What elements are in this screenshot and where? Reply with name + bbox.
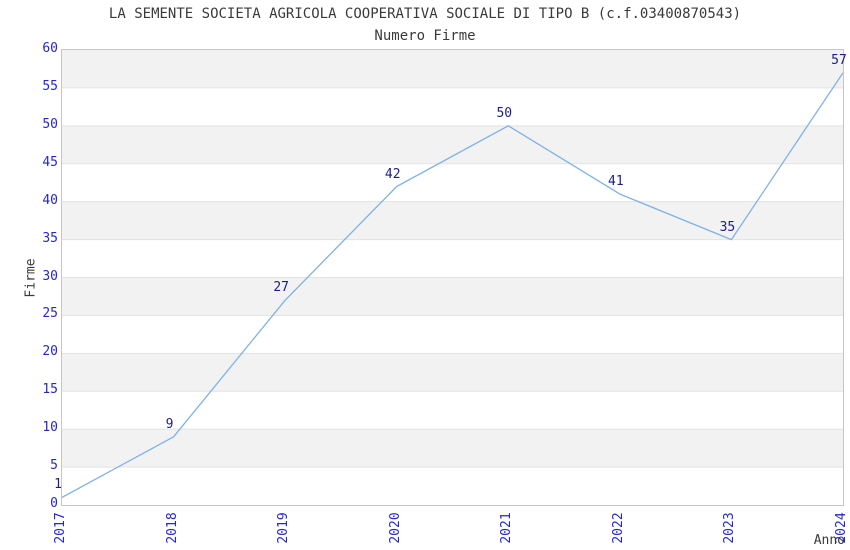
data-point-label: 27 (273, 280, 289, 296)
band-stripe (62, 277, 843, 316)
y-tick-label: 45 (42, 154, 58, 170)
data-point-label: 41 (608, 174, 624, 190)
x-tick-label: 2020 (387, 512, 403, 544)
chart-subtitle: Numero Firme (374, 28, 476, 44)
x-tick-label: 2019 (276, 512, 292, 544)
y-axis-label: Firme (23, 258, 39, 298)
y-tick-label: 15 (42, 382, 58, 398)
band-stripe (62, 50, 843, 88)
plot-area (61, 49, 844, 506)
chart-title: LA SEMENTE SOCIETA AGRICOLA COOPERATIVA … (108, 6, 742, 22)
x-tick-label: 2021 (499, 512, 515, 544)
y-tick-label: 40 (42, 192, 58, 208)
y-tick-label: 35 (42, 230, 58, 246)
x-axis-label: Anno (813, 533, 845, 548)
x-tick-label: 2022 (610, 512, 626, 544)
y-tick-label: 5 (50, 458, 58, 474)
band-stripe (62, 429, 843, 468)
y-tick-label: 30 (42, 268, 58, 284)
data-point-label: 50 (496, 105, 513, 121)
data-point-label: 9 (165, 416, 174, 432)
y-tick-label: 20 (42, 344, 58, 360)
data-point-label: 57 (831, 52, 847, 68)
x-tick-label: 2017 (53, 512, 68, 544)
y-tick-label: 60 (42, 41, 58, 56)
line-chart-svg (62, 50, 843, 498)
data-point-label: 42 (384, 166, 401, 182)
data-point-label: 35 (719, 219, 736, 235)
band-stripe (62, 125, 843, 164)
y-tick-label: 55 (42, 78, 58, 94)
data-point-label: 1 (54, 477, 62, 493)
band-stripe (62, 201, 843, 240)
y-tick-label: 10 (42, 420, 58, 436)
series-line (62, 72, 843, 498)
x-tick-label: 2023 (722, 512, 738, 544)
band-stripe (62, 353, 843, 392)
x-tick-label: 2018 (164, 512, 180, 544)
y-tick-label: 0 (50, 496, 58, 511)
y-tick-label: 25 (42, 306, 58, 322)
y-tick-label: 50 (42, 116, 58, 132)
